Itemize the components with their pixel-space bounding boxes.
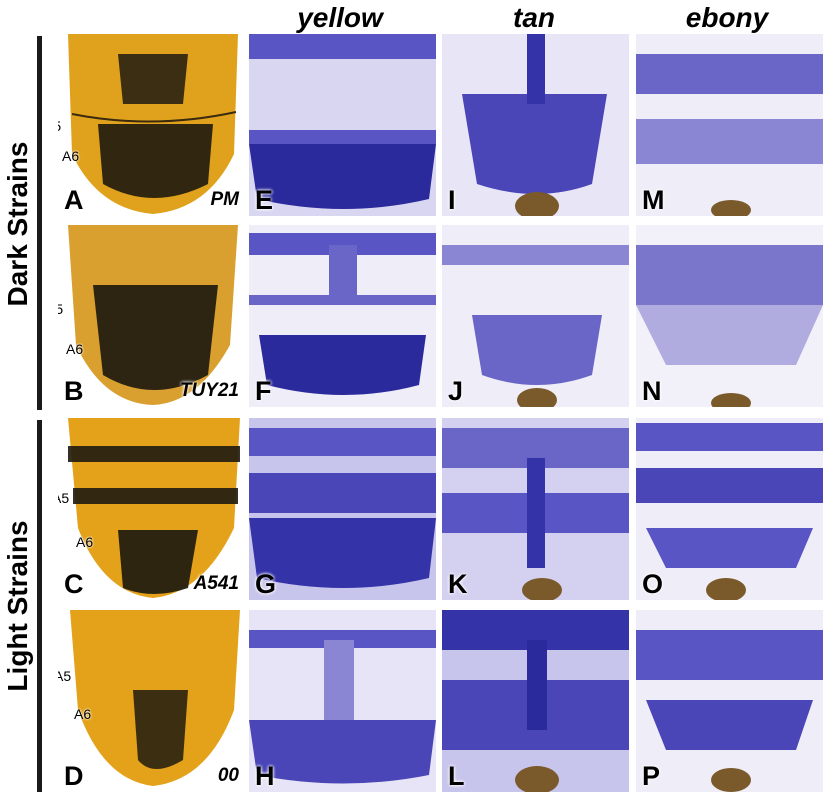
panel-letter: N [642,376,662,406]
a5-label: A5 [58,490,70,506]
panel-c-photo: A5 A6 C A541 [58,418,245,600]
panel-letter: L [448,761,465,791]
panel-o-ebony: O [636,418,823,600]
panel-i-tan: I [442,34,629,216]
panel-letter: C [64,569,84,599]
dark-strains-bar [37,36,42,410]
strain-label: TUY21 [179,380,239,401]
panel-e-yellow: E [249,34,436,216]
panel-n-ebony: N [636,225,823,407]
panel-p-ebony: P [636,610,823,792]
header-ebony: ebony [685,2,769,33]
panel-f-yellow: F [249,225,436,407]
strain-label: 00 [217,765,239,786]
dark-strains-label: Dark Strains [2,141,33,307]
panel-letter: B [64,376,84,406]
panel-letter: I [448,185,456,215]
panel-k-tan: K [442,418,629,600]
panel-letter: M [642,185,665,215]
panel-letter: D [64,761,84,791]
strain-label: A541 [193,573,239,594]
panel-h-yellow: H [249,610,436,792]
panel-a-photo: A5 A6 A PM [58,34,245,216]
panel-b-photo: A5 A6 B TUY21 [58,225,245,407]
panel-j-tan: J [442,225,629,407]
light-strains-label: Light Strains [2,520,33,692]
a5-label: A5 [58,301,64,317]
a6-label: A6 [66,341,84,357]
a6-label: A6 [76,534,94,550]
panel-g-yellow: G [249,418,436,600]
panel-letter: K [448,569,468,599]
panel-letter: H [255,761,275,791]
header-tan: tan [513,2,555,33]
panel-m-ebony: M [636,34,823,216]
panel-d-photo: A5 A6 D 00 [58,610,245,792]
panel-letter: A [64,185,84,215]
a5-label: A5 [58,668,72,684]
a6-label: A6 [62,148,80,164]
panel-letter: J [448,376,464,406]
panel-letter: O [642,569,664,599]
panel-letter: G [255,569,277,599]
panel-letter: F [255,376,272,406]
a5-label: A5 [58,118,61,134]
strain-label: PM [210,189,240,210]
header-yellow: yellow [297,2,383,33]
panel-l-tan: L [442,610,629,792]
light-strains-bar [37,420,42,792]
a6-label: A6 [74,706,92,722]
panel-letter: P [642,761,661,791]
panel-letter: E [255,185,274,215]
